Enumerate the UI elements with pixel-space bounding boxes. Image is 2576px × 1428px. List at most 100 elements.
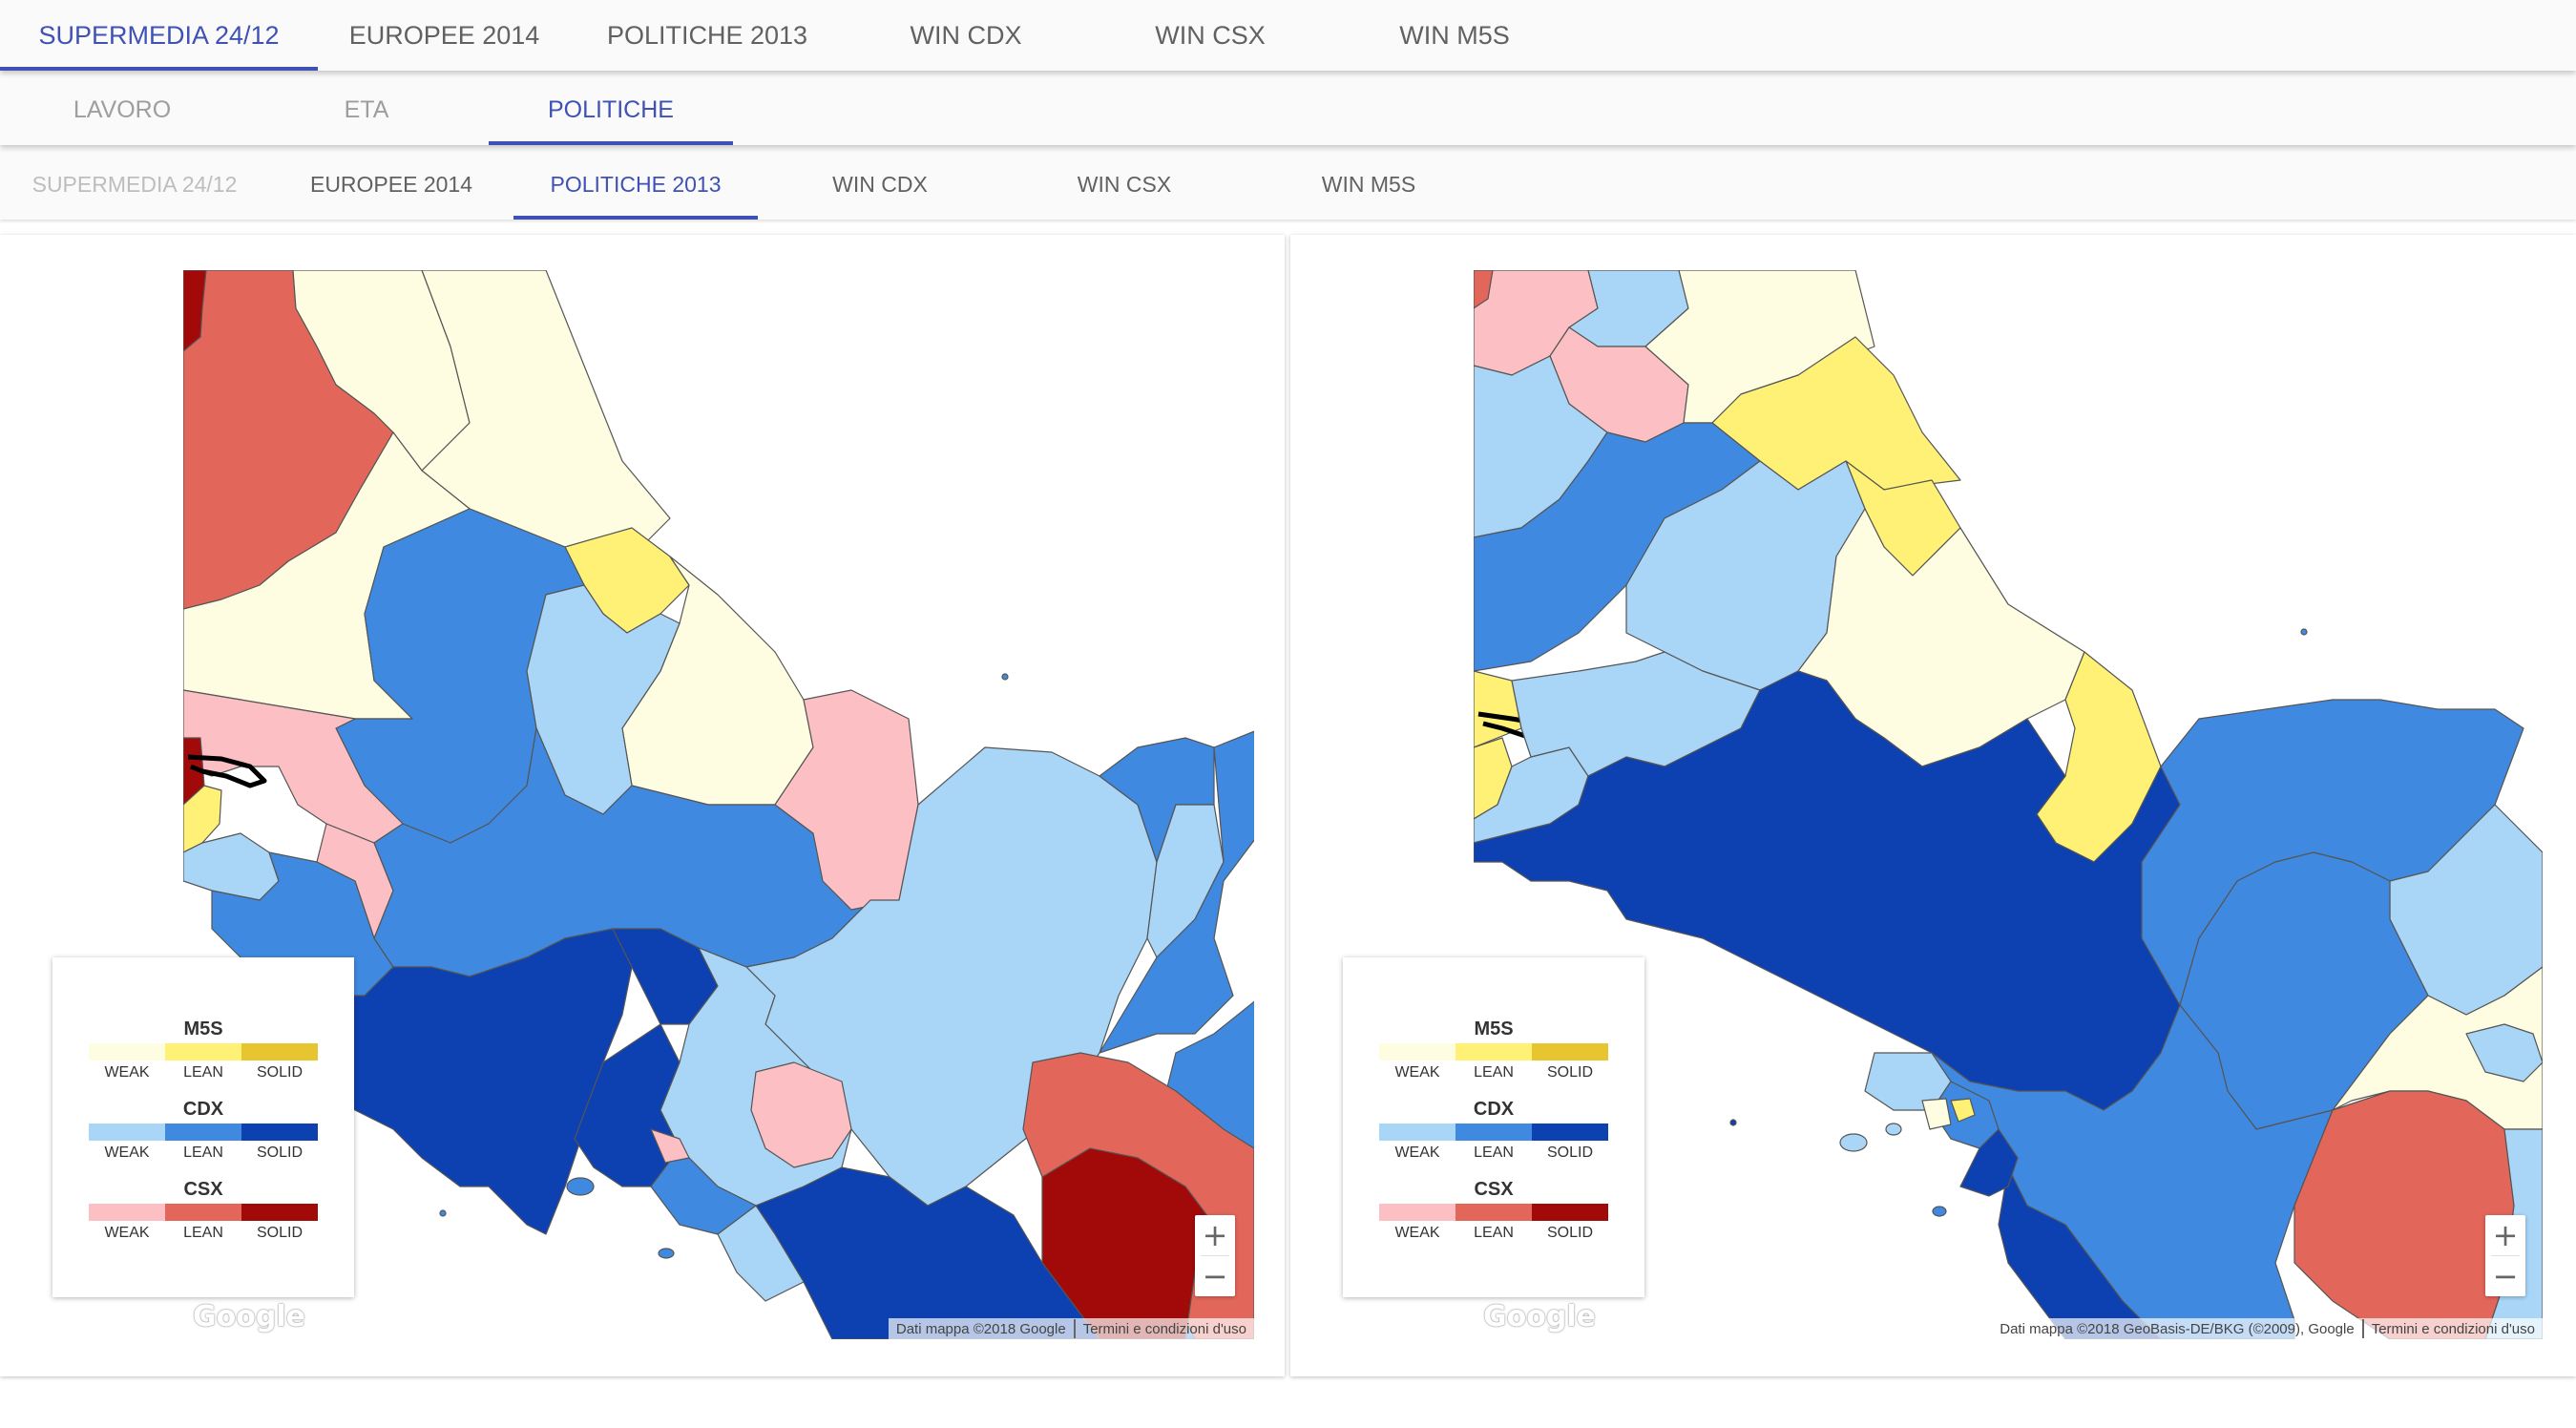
tab-compare-win-csx[interactable]: WIN CSX xyxy=(1002,149,1246,220)
legend-group-cdx: CDX WEAK LEAN SOLID xyxy=(89,1099,318,1162)
tab-supermedia[interactable]: SUPERMEDIA 24/12 xyxy=(0,0,318,71)
legend-group-m5s: M5S WEAK LEAN SOLID xyxy=(1379,1018,1608,1082)
region xyxy=(183,270,207,352)
island xyxy=(566,1177,595,1196)
label-solid: SOLID xyxy=(1546,1144,1593,1161)
label-lean: LEAN xyxy=(183,1064,223,1081)
right-map[interactable]: + − Dati mappa ©2018 GeoBasis-DE/BKG (©2… xyxy=(1474,270,2543,1339)
swatch-lean xyxy=(1456,1204,1532,1221)
swatch-solid xyxy=(241,1043,318,1060)
label-weak: WEAK xyxy=(104,1064,150,1081)
island xyxy=(1932,1206,1947,1217)
island xyxy=(2300,628,2308,636)
tab-politiche[interactable]: POLITICHE xyxy=(489,74,733,145)
tab-label: EUROPEE 2014 xyxy=(348,20,540,50)
legend-swatches xyxy=(89,1204,318,1221)
tab-lavoro[interactable]: LAVORO xyxy=(0,74,244,145)
tab-win-csx[interactable]: WIN CSX xyxy=(1088,0,1332,71)
legend-group-csx: CSX WEAK LEAN SOLID xyxy=(89,1179,318,1242)
region xyxy=(1959,1128,2019,1197)
label-lean: LEAN xyxy=(183,1144,223,1161)
zoom-in-button[interactable]: + xyxy=(1202,1217,1228,1253)
swatch-weak xyxy=(89,1043,165,1060)
region xyxy=(2293,1090,2515,1339)
tab-label: POLITICHE 2013 xyxy=(550,171,722,197)
google-logo[interactable]: Google xyxy=(1483,1300,1596,1334)
zoom-out-button[interactable]: − xyxy=(1202,1258,1228,1294)
zoom-divider xyxy=(2491,1255,2520,1256)
tab-compare-politiche-2013[interactable]: POLITICHE 2013 xyxy=(513,149,758,220)
label-lean: LEAN xyxy=(1474,1144,1514,1161)
tab-europee-2014[interactable]: EUROPEE 2014 xyxy=(318,0,571,71)
swatch-lean xyxy=(165,1043,241,1060)
island xyxy=(658,1248,675,1259)
region xyxy=(183,785,222,853)
zoom-out-button[interactable]: − xyxy=(2492,1258,2519,1294)
footer-separator xyxy=(1073,1319,1076,1338)
legend-swatches xyxy=(1379,1204,1608,1221)
island xyxy=(439,1209,447,1217)
legend-labels: WEAK LEAN SOLID xyxy=(1379,1225,1608,1242)
left-map-svg xyxy=(183,270,1254,1339)
tab-label: EUROPEE 2014 xyxy=(309,171,473,197)
legend-title: CSX xyxy=(183,1179,223,1200)
tab-politiche-2013[interactable]: POLITICHE 2013 xyxy=(571,0,844,71)
label-weak: WEAK xyxy=(1394,1144,1440,1161)
google-logo[interactable]: Google xyxy=(193,1300,305,1334)
map-data-attribution: Dati mappa ©2018 GeoBasis-DE/BKG (©2009)… xyxy=(2000,1320,2355,1337)
map-terms-link[interactable]: Termini e condizioni d'uso xyxy=(2371,1320,2535,1337)
region xyxy=(1474,422,1761,672)
footer-separator xyxy=(2361,1319,2364,1338)
label-weak: WEAK xyxy=(104,1144,150,1161)
legend-title: M5S xyxy=(1474,1018,1514,1040)
category-tab-bar: LAVORO ETA POLITICHE xyxy=(0,74,2576,145)
tab-label: POLITICHE 2013 xyxy=(606,20,808,50)
highlight-outline xyxy=(187,754,267,788)
tab-compare-europee-2014[interactable]: EUROPEE 2014 xyxy=(269,149,513,220)
tab-compare-supermedia[interactable]: SUPERMEDIA 24/12 xyxy=(0,149,269,220)
zoom-divider xyxy=(1201,1255,1229,1256)
label-solid: SOLID xyxy=(1546,1064,1593,1081)
tab-label: SUPERMEDIA 24/12 xyxy=(38,20,280,50)
legend-labels: WEAK LEAN SOLID xyxy=(1379,1064,1608,1082)
label-solid: SOLID xyxy=(256,1064,303,1081)
legend-title: M5S xyxy=(183,1018,223,1040)
island xyxy=(1885,1123,1902,1136)
label-lean: LEAN xyxy=(183,1225,223,1241)
swatch-weak xyxy=(1379,1204,1456,1221)
label-solid: SOLID xyxy=(1546,1225,1593,1241)
legend-group-csx: CSX WEAK LEAN SOLID xyxy=(1379,1179,1608,1242)
left-map[interactable]: + − Dati mappa ©2018 Google Termini e co… xyxy=(183,270,1254,1339)
tab-label: WIN M5S xyxy=(1321,171,1416,197)
swatch-lean xyxy=(1456,1124,1532,1141)
swatch-solid xyxy=(1532,1124,1608,1141)
map-terms-link[interactable]: Termini e condizioni d'uso xyxy=(1082,1320,1246,1337)
tab-label: WIN CDX xyxy=(910,20,1022,50)
tab-label: ETA xyxy=(344,95,389,123)
region xyxy=(717,1205,805,1302)
island xyxy=(1001,673,1009,681)
region xyxy=(1998,1166,2162,1339)
region xyxy=(1921,1098,1952,1130)
region xyxy=(750,1061,852,1168)
tab-label: SUPERMEDIA 24/12 xyxy=(31,171,238,197)
tab-compare-win-m5s[interactable]: WIN M5S xyxy=(1246,149,1491,220)
tab-label: POLITICHE xyxy=(548,95,674,123)
right-map-footer: Dati mappa ©2018 GeoBasis-DE/BKG (©2009)… xyxy=(1992,1318,2543,1339)
tab-win-m5s[interactable]: WIN M5S xyxy=(1332,0,1577,71)
label-weak: WEAK xyxy=(1394,1064,1440,1081)
legend-labels: WEAK LEAN SOLID xyxy=(89,1144,318,1162)
swatch-solid xyxy=(1532,1204,1608,1221)
tab-eta[interactable]: ETA xyxy=(244,74,489,145)
label-weak: WEAK xyxy=(104,1225,150,1241)
island xyxy=(1839,1133,1868,1152)
tab-win-cdx[interactable]: WIN CDX xyxy=(844,0,1088,71)
zoom-in-button[interactable]: + xyxy=(2492,1217,2519,1253)
label-lean: LEAN xyxy=(1474,1064,1514,1081)
swatch-lean xyxy=(1456,1043,1532,1060)
swatch-lean xyxy=(165,1124,241,1141)
island xyxy=(1729,1119,1737,1126)
map-data-attribution: Dati mappa ©2018 Google xyxy=(895,1320,1066,1337)
tab-compare-win-cdx[interactable]: WIN CDX xyxy=(758,149,1002,220)
legend-swatches xyxy=(89,1124,318,1141)
